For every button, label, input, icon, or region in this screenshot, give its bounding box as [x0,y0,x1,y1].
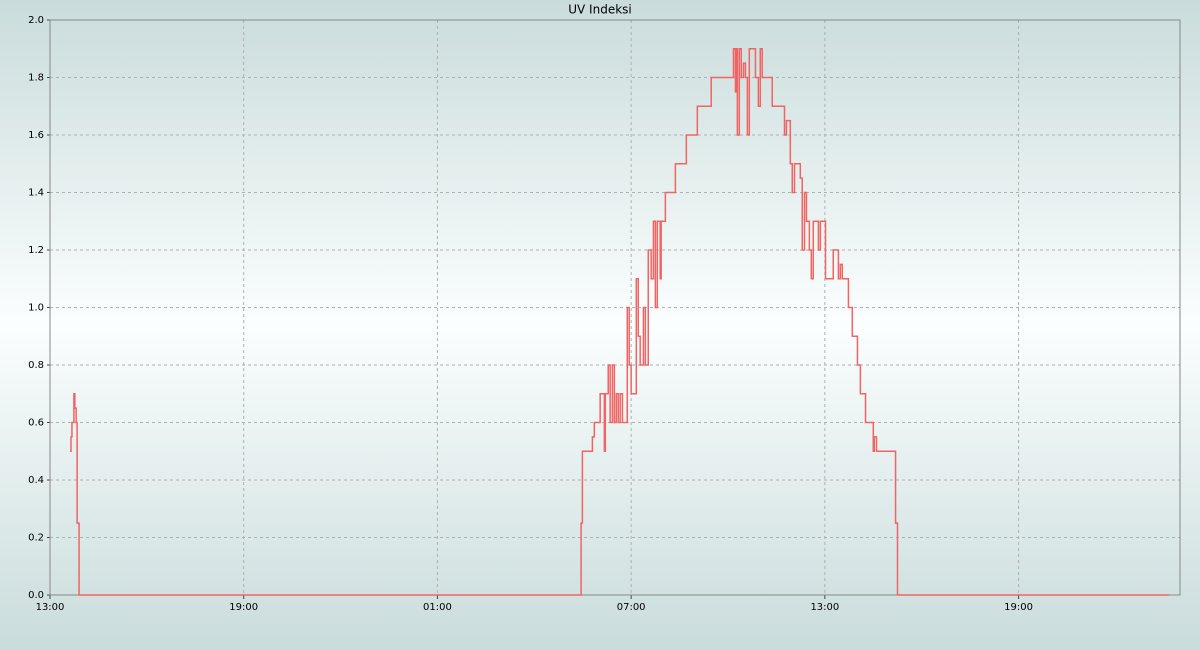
plot-border [49,19,1181,596]
y-tick-label: 0.0 [28,590,44,601]
y-tick-label: 1.0 [28,303,44,314]
y-tick-label: 1.8 [28,73,44,84]
y-tick-label: 1.2 [28,245,44,256]
y-tick-label: 0.2 [28,533,44,544]
x-tick-label: 01:00 [423,602,452,613]
x-tick-label: 13:00 [810,602,839,613]
chart-title: UV Indeksi [568,3,632,17]
x-tick-label: 13:00 [36,602,65,613]
y-tick-label: 0.4 [28,475,44,486]
y-tick-label: 0.8 [28,360,44,371]
y-tick-label: 1.6 [28,130,44,141]
x-tick-label: 07:00 [617,602,646,613]
y-tick-label: 1.4 [28,188,44,199]
x-tick-label: 19:00 [1004,602,1033,613]
x-tick-label: 19:00 [229,602,258,613]
y-tick-label: 0.6 [28,418,44,429]
data-line [70,48,1169,596]
y-tick-label: 2.0 [28,15,44,26]
